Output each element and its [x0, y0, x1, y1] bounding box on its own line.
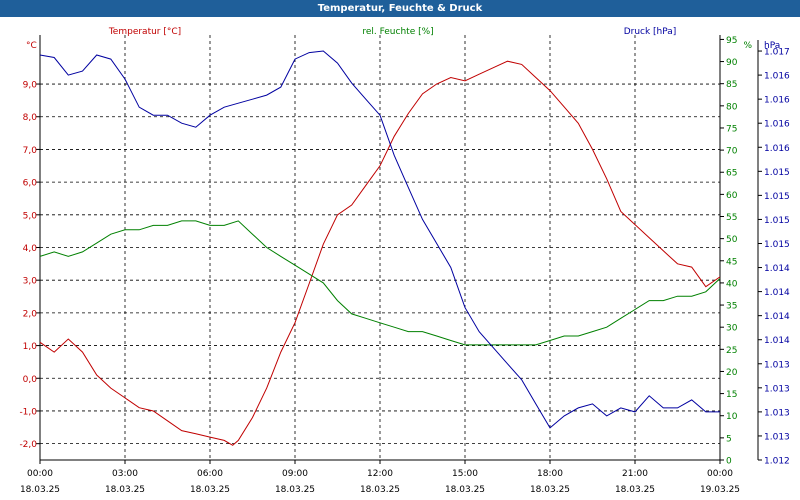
- y-axis-unit-pressure: hPa: [764, 41, 780, 51]
- y-tick-label-pressure: 1.015: [764, 240, 790, 250]
- y-tick-label-pressure: 1.015: [764, 168, 790, 178]
- y-tick-label-temperature: 2,0: [23, 309, 38, 319]
- y-tick-label-pressure: 1.013: [764, 432, 790, 442]
- x-tick-label-time: 09:00: [282, 469, 308, 479]
- x-tick-label-date: 18.03.25: [275, 485, 315, 495]
- x-tick-label-time: 21:00: [622, 469, 648, 479]
- y-tick-label-pressure: 1.014: [764, 264, 790, 274]
- x-tick-label-time: 00:00: [27, 469, 53, 479]
- y-tick-label-pressure: 1.016: [764, 72, 790, 82]
- y-tick-label-humidity: 60: [726, 191, 738, 201]
- x-tick-label-date: 18.03.25: [615, 485, 655, 495]
- y-tick-label-humidity: 10: [726, 412, 738, 422]
- y-tick-label-pressure: 1.012: [764, 457, 790, 467]
- y-tick-label-humidity: 35: [726, 302, 737, 312]
- legend-humidity: rel. Feuchte [%]: [362, 27, 433, 37]
- y-tick-label-temperature: 9,0: [23, 81, 38, 91]
- y-tick-label-humidity: 45: [726, 257, 737, 267]
- y-axis-unit-humidity: %: [743, 41, 752, 51]
- y-tick-label-humidity: 65: [726, 169, 737, 179]
- y-tick-label-pressure: 1.015: [764, 216, 790, 226]
- y-tick-label-pressure: 1.016: [764, 144, 790, 154]
- y-tick-label-pressure: 1.014: [764, 288, 790, 298]
- y-tick-label-temperature: 4,0: [23, 244, 38, 254]
- y-tick-label-humidity: 90: [726, 58, 738, 68]
- y-tick-label-humidity: 30: [726, 324, 738, 334]
- series-pressure-line: [39, 50, 720, 429]
- y-tick-label-humidity: 25: [726, 346, 737, 356]
- x-tick-label-date: 18.03.25: [530, 485, 570, 495]
- y-tick-label-pressure: 1.016: [764, 120, 790, 130]
- y-tick-label-pressure: 1.014: [764, 336, 790, 346]
- series-temperature-line: [39, 60, 721, 446]
- y-tick-label-humidity: 40: [726, 279, 738, 289]
- chart-title: Temperatur, Feuchte & Druck: [0, 0, 800, 17]
- y-tick-label-humidity: 5: [726, 434, 732, 444]
- y-tick-label-pressure: 1.013: [764, 360, 790, 370]
- x-tick-label-date: 18.03.25: [445, 485, 485, 495]
- x-tick-label-date: 18.03.25: [105, 485, 145, 495]
- y-axis-unit-temperature: °C: [26, 41, 37, 51]
- y-tick-label-humidity: 80: [726, 102, 738, 112]
- y-tick-label-pressure: 1.015: [764, 192, 790, 202]
- y-tick-label-temperature: -1,0: [19, 407, 37, 417]
- y-tick-label-humidity: 50: [726, 235, 738, 245]
- x-tick-label-time: 15:00: [452, 469, 478, 479]
- y-tick-label-humidity: 20: [726, 368, 738, 378]
- x-tick-label-date: 18.03.25: [360, 485, 400, 495]
- y-tick-label-humidity: 0: [726, 457, 732, 467]
- y-tick-label-temperature: 6,0: [23, 179, 38, 189]
- x-tick-label-time: 00:00: [707, 469, 733, 479]
- y-tick-label-pressure: 1.017: [764, 48, 790, 58]
- x-tick-label-date: 18.03.25: [190, 485, 230, 495]
- y-tick-label-pressure: 1.013: [764, 408, 790, 418]
- y-tick-label-pressure: 1.013: [764, 384, 790, 394]
- x-tick-label-time: 18:00: [537, 469, 563, 479]
- y-tick-label-temperature: 0,0: [23, 375, 38, 385]
- x-tick-label-date: 19.03.25: [700, 485, 740, 495]
- y-tick-label-humidity: 70: [726, 147, 738, 157]
- legend-pressure: Druck [hPa]: [624, 27, 677, 37]
- x-tick-label-time: 03:00: [112, 469, 138, 479]
- y-tick-label-humidity: 75: [726, 124, 737, 134]
- series-humidity-line: [39, 220, 721, 346]
- chart-canvas: 00:00 18.03.25 03:00 18.03.25 06:00 18.03.25 0…: [19, 27, 790, 495]
- y-tick-label-temperature: -2,0: [19, 440, 37, 450]
- y-tick-label-humidity: 15: [726, 390, 737, 400]
- x-tick-label-time: 12:00: [367, 469, 393, 479]
- y-tick-label-pressure: 1.016: [764, 96, 790, 106]
- y-tick-label-humidity: 55: [726, 213, 737, 223]
- x-tick-label-date: 18.03.25: [20, 485, 60, 495]
- y-tick-label-temperature: 5,0: [23, 211, 38, 221]
- x-tick-label-time: 06:00: [197, 469, 223, 479]
- y-tick-label-temperature: 1,0: [23, 342, 38, 352]
- y-tick-label-pressure: 1.014: [764, 312, 790, 322]
- y-tick-label-temperature: 8,0: [23, 113, 38, 123]
- legend-temperature: Temperatur [°C]: [108, 27, 181, 37]
- y-tick-label-temperature: 3,0: [23, 277, 38, 287]
- y-tick-label-humidity: 95: [726, 36, 737, 46]
- y-tick-label-temperature: 7,0: [23, 146, 38, 156]
- y-tick-label-humidity: 85: [726, 80, 737, 90]
